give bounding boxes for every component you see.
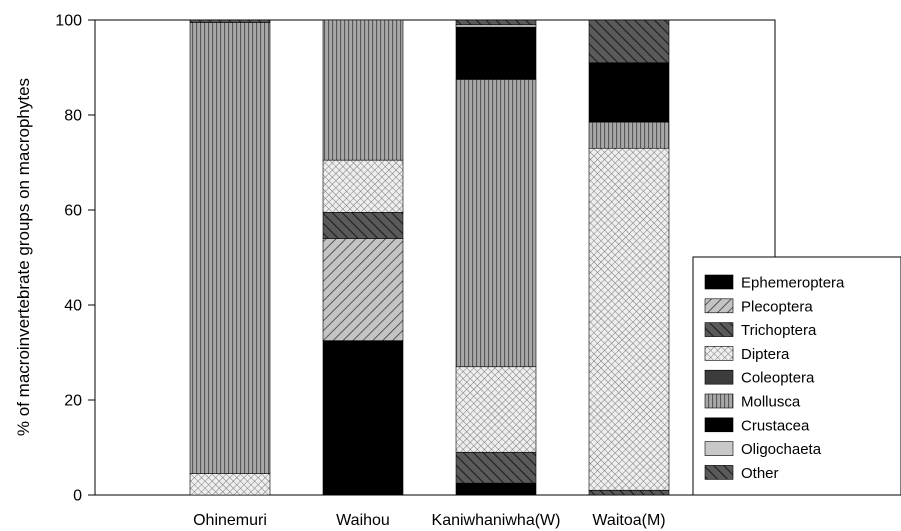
x-tick-label: Ohinemuri xyxy=(193,512,267,529)
bar-segment-other-1 xyxy=(189,19,271,23)
bar-segment-oligochaeta-3 xyxy=(455,24,537,28)
bar-segment-ephemeroptera-3 xyxy=(455,482,537,496)
legend-label-crustacea: Crustacea xyxy=(741,417,810,434)
bar-segment-diptera-3 xyxy=(455,366,537,453)
y-axis: 0 20 40 60 80 100 xyxy=(55,13,95,505)
legend-label-diptera: Diptera xyxy=(741,346,790,363)
legend-label-ephemeroptera: Ephemeroptera xyxy=(741,275,845,292)
x-tick-label: Waihou xyxy=(336,512,390,529)
bar-segment-mollusca-2 xyxy=(322,19,404,161)
bar-segment-other-3 xyxy=(455,19,537,26)
y-tick-label: 60 xyxy=(64,203,82,220)
legend-label-trichoptera: Trichoptera xyxy=(741,322,817,339)
legend-swatch-diptera xyxy=(704,346,734,361)
legend-swatch-plecoptera xyxy=(704,298,734,314)
legend: Ephemeroptera Plecoptera Trichoptera Dipter… xyxy=(692,256,901,496)
legend-swatch-coleoptera xyxy=(704,369,734,385)
x-tick-label: Kaniwhaniwha(W) xyxy=(432,512,561,529)
bar-segment-mollusca-3 xyxy=(455,79,537,368)
bar-segment-mollusca-4 xyxy=(588,121,670,149)
bar-segment-trichoptera-2 xyxy=(322,212,404,239)
legend-swatch-oligochaeta xyxy=(704,441,734,456)
legend-label-mollusca: Mollusca xyxy=(741,394,801,411)
legend-label-coleoptera: Coleoptera xyxy=(741,370,815,387)
bar-segment-plecoptera-2 xyxy=(322,238,404,341)
y-axis-label: % of macroinvertebrate groups on macroph… xyxy=(14,78,33,436)
bars-group xyxy=(189,19,670,496)
y-tick-label: 100 xyxy=(55,13,82,30)
y-tick-label: 80 xyxy=(64,108,82,125)
x-tick-label: Waitoa(M) xyxy=(592,512,665,529)
legend-swatch-trichoptera xyxy=(704,322,734,337)
legend-swatch-ephemeroptera xyxy=(704,274,734,290)
bar-segment-trichoptera-3 xyxy=(455,451,537,484)
bar-segment-diptera-2 xyxy=(322,159,404,213)
bar-segment-mollusca-1 xyxy=(189,22,271,474)
bar-segment-other-4 xyxy=(588,19,670,64)
legend-label-other: Other xyxy=(741,465,779,482)
legend-label-plecoptera: Plecoptera xyxy=(741,298,813,315)
bar-segment-diptera-4 xyxy=(588,147,670,491)
legend-swatch-mollusca xyxy=(704,393,734,409)
x-axis: Ohinemuri Waihou Kaniwhaniwha(W) Waitoa(M) xyxy=(193,512,666,529)
y-tick-label: 20 xyxy=(64,393,82,410)
bar-segment-crustacea-3 xyxy=(455,26,537,80)
y-tick-label: 40 xyxy=(64,298,82,315)
bar-segment-trichoptera-4 xyxy=(588,489,670,496)
bar-segment-ephemeroptera-2 xyxy=(322,340,404,496)
y-tick-label: 0 xyxy=(73,488,82,505)
bar-segment-diptera-1 xyxy=(189,473,271,496)
legend-label-oligochaeta: Oligochaeta xyxy=(741,441,822,458)
bar-segment-crustacea-4 xyxy=(588,62,670,123)
legend-swatch-crustacea xyxy=(704,417,734,433)
legend-swatch-other xyxy=(704,465,734,480)
